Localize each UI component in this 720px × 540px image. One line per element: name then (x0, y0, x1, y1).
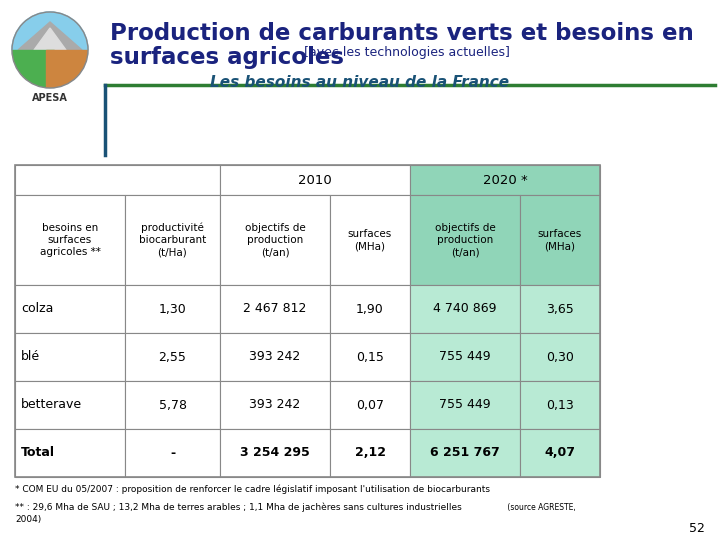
Text: 5,78: 5,78 (158, 399, 186, 411)
Bar (410, 333, 520, 381)
Bar (520, 195, 600, 285)
Bar (220, 381, 330, 429)
Bar (330, 333, 410, 381)
Bar (220, 285, 330, 333)
Polygon shape (18, 22, 82, 50)
Text: ** : 29,6 Mha de SAU ; 13,2 Mha de terres arables ; 1,1 Mha de jachères sans cul: ** : 29,6 Mha de SAU ; 13,2 Mha de terre… (15, 503, 462, 512)
Text: objectifs de
production
(t/an): objectifs de production (t/an) (245, 222, 305, 258)
Bar (15, 165, 220, 195)
Text: 0,07: 0,07 (356, 399, 384, 411)
Text: 2,12: 2,12 (354, 447, 385, 460)
Bar (15, 381, 125, 429)
Bar (410, 165, 600, 195)
Bar (520, 381, 600, 429)
Circle shape (12, 12, 88, 88)
Text: 4 740 869: 4 740 869 (433, 302, 497, 315)
Text: 3 254 295: 3 254 295 (240, 447, 310, 460)
Bar (12, 50, 54, 88)
Bar (410, 285, 520, 333)
Text: 755 449: 755 449 (439, 350, 491, 363)
Bar (330, 429, 410, 477)
Bar (410, 381, 520, 429)
Text: 393 242: 393 242 (249, 350, 301, 363)
Bar (330, 381, 410, 429)
Text: [avec les technologies actuelles]: [avec les technologies actuelles] (300, 46, 510, 59)
Bar (125, 195, 220, 285)
Text: 3,65: 3,65 (546, 302, 574, 315)
Text: 393 242: 393 242 (249, 399, 301, 411)
Bar (125, 429, 220, 477)
Text: (source AGRESTE,: (source AGRESTE, (505, 503, 576, 512)
Bar (520, 285, 600, 333)
Text: productivité
biocarburant
(t/Ha): productivité biocarburant (t/Ha) (139, 222, 206, 258)
Bar (125, 381, 220, 429)
Polygon shape (34, 28, 66, 50)
Bar (410, 195, 520, 285)
Text: colza: colza (21, 302, 53, 315)
Bar (330, 195, 410, 285)
Bar (15, 165, 600, 477)
Text: 4,07: 4,07 (544, 447, 575, 460)
Bar (220, 333, 330, 381)
Bar (15, 429, 125, 477)
Text: betterave: betterave (21, 399, 82, 411)
Text: APESA: APESA (32, 93, 68, 103)
Text: 2,55: 2,55 (158, 350, 186, 363)
Text: besoins en
surfaces
agricoles **: besoins en surfaces agricoles ** (40, 222, 100, 258)
Text: 1,30: 1,30 (158, 302, 186, 315)
Bar (220, 165, 410, 195)
Text: 0,30: 0,30 (546, 350, 574, 363)
Bar (220, 429, 330, 477)
Text: 755 449: 755 449 (439, 399, 491, 411)
Bar (15, 285, 125, 333)
Text: 2020 *: 2020 * (482, 173, 527, 186)
Text: 2010: 2010 (298, 173, 332, 186)
Text: objectifs de
production
(t/an): objectifs de production (t/an) (435, 222, 495, 258)
Bar (220, 195, 330, 285)
Text: surfaces agricoles: surfaces agricoles (110, 46, 344, 69)
Text: 0,15: 0,15 (356, 350, 384, 363)
Bar (410, 429, 520, 477)
Bar (125, 285, 220, 333)
Text: 2004): 2004) (15, 515, 41, 524)
Bar (125, 333, 220, 381)
Bar (46, 50, 88, 88)
Bar (15, 333, 125, 381)
Bar (520, 333, 600, 381)
Text: 52: 52 (689, 522, 705, 535)
Text: surfaces
(MHa): surfaces (MHa) (348, 229, 392, 251)
Text: blé: blé (21, 350, 40, 363)
Bar (520, 429, 600, 477)
Text: 0,13: 0,13 (546, 399, 574, 411)
Bar (330, 285, 410, 333)
Text: -: - (170, 447, 175, 460)
Text: 2 467 812: 2 467 812 (243, 302, 307, 315)
Polygon shape (12, 12, 88, 50)
Bar (15, 195, 125, 285)
Text: Les besoins au niveau de la France: Les besoins au niveau de la France (210, 75, 510, 90)
Text: surfaces
(MHa): surfaces (MHa) (538, 229, 582, 251)
Text: 6 251 767: 6 251 767 (430, 447, 500, 460)
Text: Total: Total (21, 447, 55, 460)
Text: * COM EU du 05/2007 : proposition de renforcer le cadre législatif imposant l'ut: * COM EU du 05/2007 : proposition de ren… (15, 485, 490, 495)
Text: Production de carburants verts et besoins en: Production de carburants verts et besoin… (110, 22, 694, 45)
Text: 1,90: 1,90 (356, 302, 384, 315)
